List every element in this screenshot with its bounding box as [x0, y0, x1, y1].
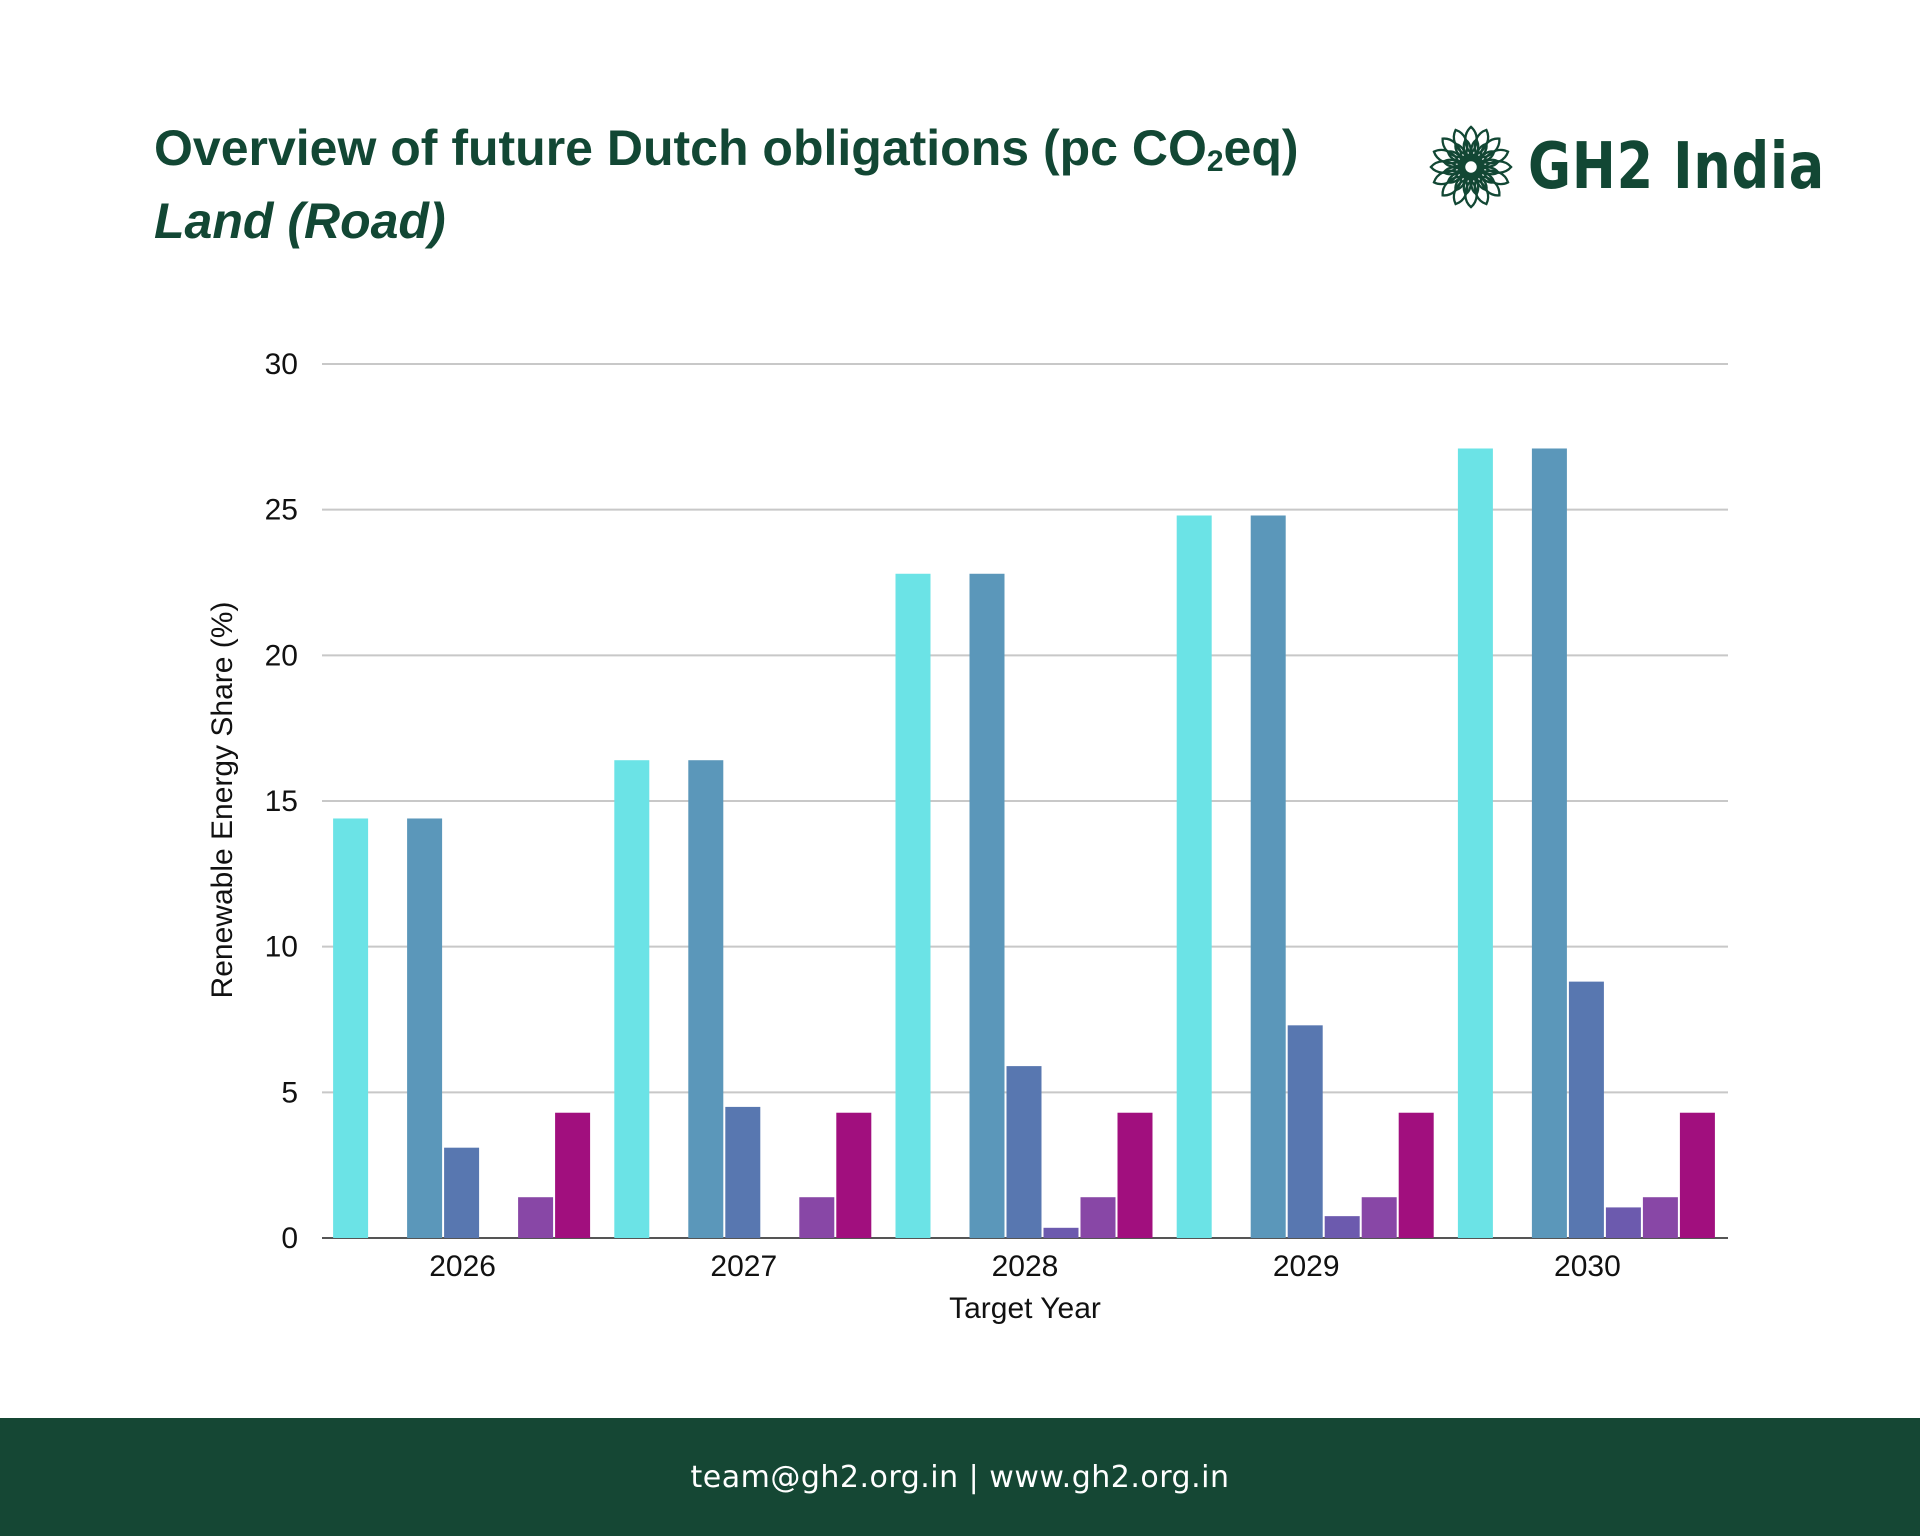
- bars: [333, 448, 1715, 1238]
- logo-text: GH2 India: [1528, 130, 1826, 204]
- bar: [444, 1147, 480, 1238]
- bar: [799, 1197, 835, 1238]
- bar: [1324, 1216, 1360, 1238]
- bar: [1250, 515, 1286, 1238]
- title-main-text: Overview of future Dutch obligations (pc…: [154, 120, 1207, 176]
- y-tick-label: 10: [265, 931, 298, 964]
- bar: [555, 1112, 591, 1238]
- y-tick-label: 15: [265, 785, 298, 818]
- bar: [688, 760, 724, 1238]
- bar: [1398, 1112, 1434, 1238]
- x-tick-label: 2029: [1273, 1250, 1340, 1283]
- bar: [1568, 981, 1604, 1238]
- x-tick-label: 2028: [992, 1250, 1059, 1283]
- x-axis-label: Target Year: [949, 1292, 1101, 1325]
- title-end-text: eq): [1223, 120, 1299, 176]
- bar: [1457, 448, 1493, 1238]
- bar: [836, 1112, 872, 1238]
- chart-subtitle: Land (Road): [154, 193, 446, 249]
- y-tick-label: 5: [281, 1076, 298, 1109]
- bar: [1679, 1112, 1715, 1238]
- chart-title: Overview of future Dutch obligations (pc…: [154, 110, 1299, 186]
- x-tick-label: 2027: [710, 1250, 777, 1283]
- bar: [518, 1197, 554, 1238]
- title-block: Overview of future Dutch obligations (pc…: [154, 110, 1299, 256]
- bar: [1531, 448, 1567, 1238]
- y-axis-label: Renewable Energy Share (%): [206, 602, 239, 999]
- x-tick-label: 2030: [1554, 1250, 1621, 1283]
- bar: [1006, 1066, 1042, 1238]
- bar: [1605, 1207, 1641, 1238]
- bar: [895, 573, 931, 1238]
- bar: [1642, 1197, 1678, 1238]
- bar: [1080, 1197, 1116, 1238]
- y-tick-label: 25: [265, 494, 298, 527]
- bar: [1043, 1227, 1079, 1238]
- bar: [407, 818, 443, 1238]
- gh2-india-logo[interactable]: GH2 India: [1428, 122, 1890, 212]
- bar: [725, 1106, 761, 1238]
- bar: [1361, 1197, 1397, 1238]
- x-tick-labels: 2026 2027 2028 2029 2030: [429, 1250, 1621, 1283]
- y-tick-label: 20: [265, 639, 298, 672]
- mandala-lotus-icon: [1429, 125, 1513, 209]
- bar: [333, 818, 369, 1238]
- bar: [969, 573, 1005, 1238]
- y-tick-labels: 0 5 10 15 20 25 30: [265, 348, 298, 1255]
- y-tick-label: 0: [281, 1222, 298, 1255]
- x-tick-label: 2026: [429, 1250, 496, 1283]
- bar: [1176, 515, 1212, 1238]
- footer-bar: team@gh2.org.in | www.gh2.org.in: [0, 1418, 1920, 1536]
- bar: [1287, 1025, 1323, 1238]
- y-tick-label: 30: [265, 348, 298, 381]
- bar: [1117, 1112, 1153, 1238]
- bar: [614, 760, 650, 1238]
- footer-contact[interactable]: team@gh2.org.in | www.gh2.org.in: [690, 1459, 1230, 1495]
- bar-chart: 0 5 10 15 20 25 30 2026 2027 2028 2029 2030 Target…: [206, 348, 1728, 1325]
- title-subscript: 2: [1206, 145, 1224, 178]
